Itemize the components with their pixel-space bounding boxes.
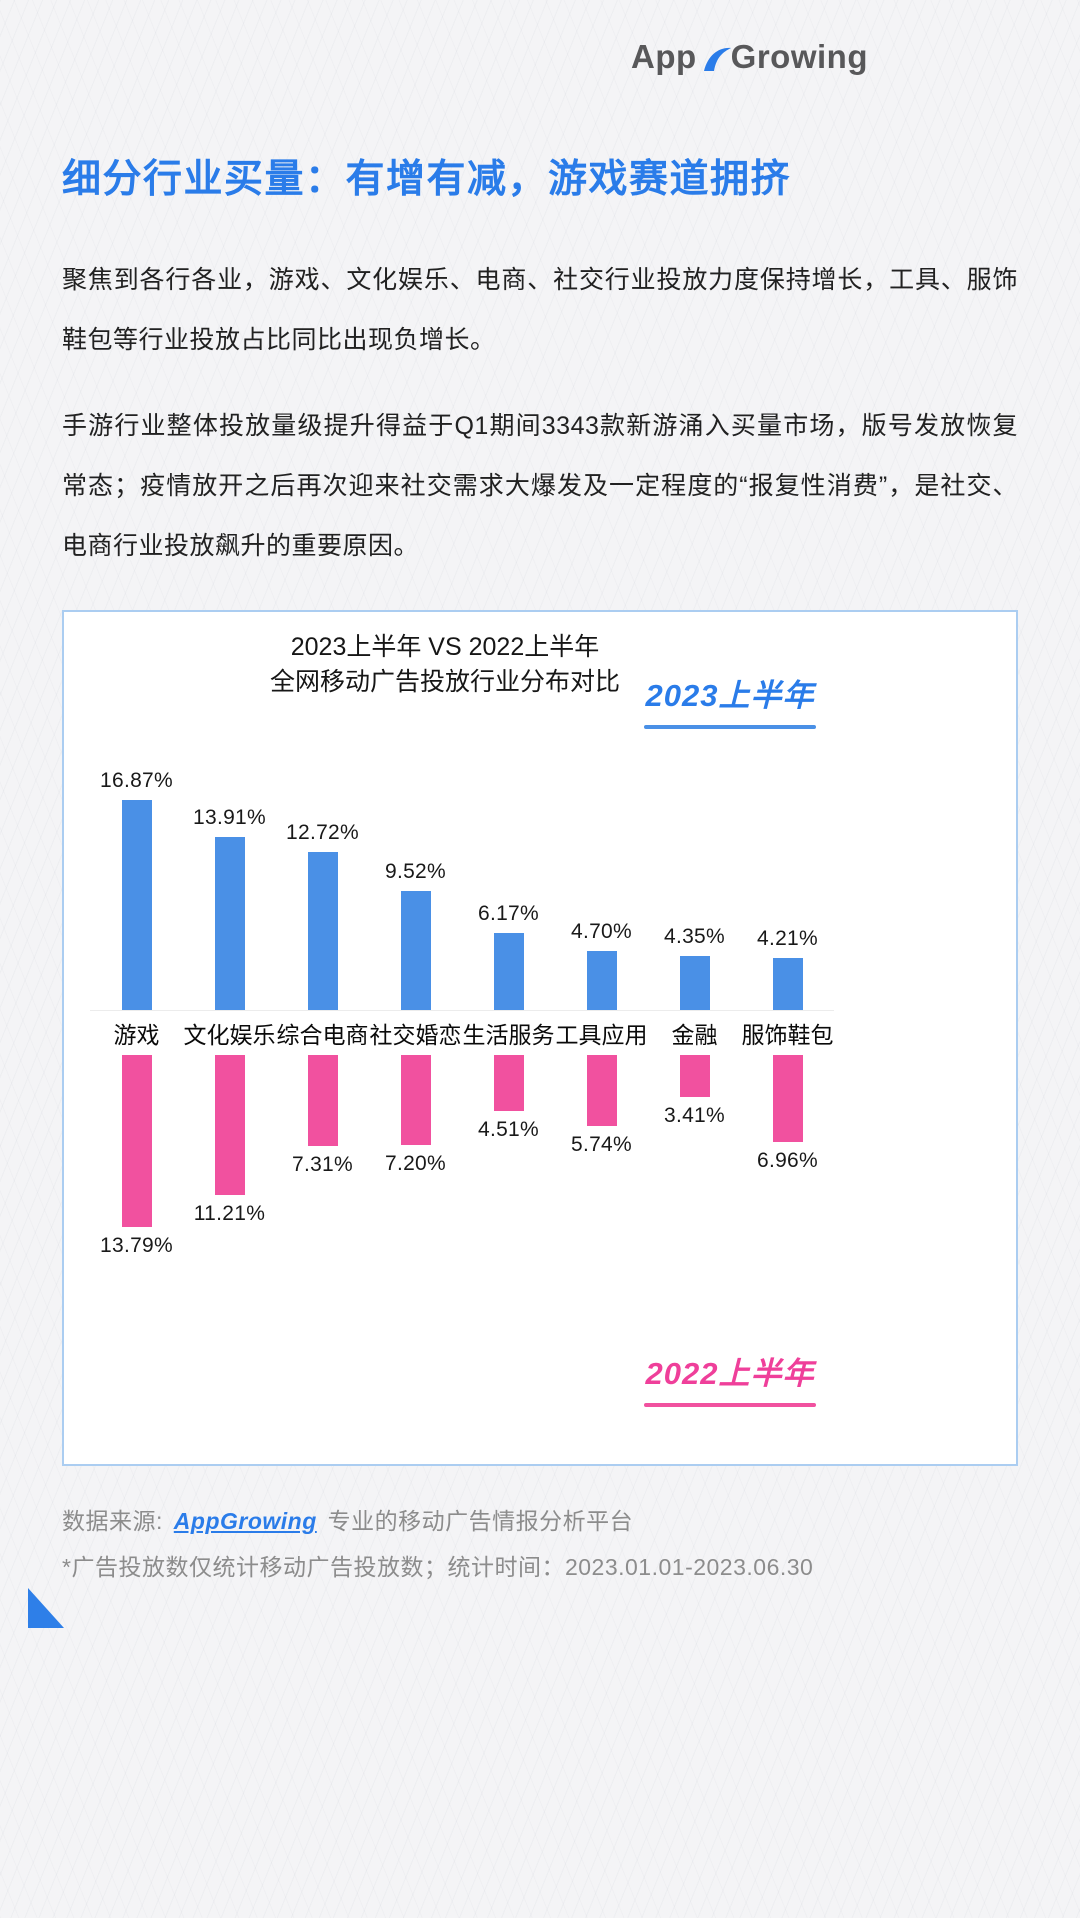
value-label-2022: 5.74% — [570, 1133, 633, 1156]
source-prefix: 数据来源: — [62, 1508, 163, 1534]
chart-title-line1: 2023上半年 VS 2022上半年 — [290, 633, 600, 661]
logo-text-app: App — [631, 38, 697, 75]
bars-2023-row: 16.87% 13.91% 12.72% 9.52% 6.17% 4.70% 4.35% 4.… — [90, 758, 834, 1010]
category-label: 综合电商 — [276, 1022, 369, 1048]
category-label: 工具应用 — [555, 1022, 648, 1048]
category-label: 社交婚恋 — [369, 1022, 462, 1048]
bar-2022 — [121, 1055, 152, 1227]
paragraph-1: 聚焦到各行各业，游戏、文化娱乐、电商、社交行业投放力度保持增长，工具、服饰鞋包等… — [62, 266, 1018, 354]
chart-column-category: 综合电商 — [276, 1011, 369, 1055]
chart-column-category: 游戏 — [90, 1011, 183, 1055]
value-label-2023: 12.72% — [285, 821, 360, 844]
chart-column-top: 16.87% — [90, 758, 183, 1010]
legend-2023-label: 2023上半年 — [645, 678, 815, 713]
chart-column-category: 生活服务 — [462, 1011, 555, 1055]
page-title: 细分行业买量：有增有减，游戏赛道拥挤 — [62, 158, 792, 201]
legend-2022: 2022上半年 — [644, 1348, 816, 1407]
legend-2022-underline — [644, 1403, 816, 1407]
category-label: 生活服务 — [462, 1022, 555, 1048]
data-source-line: 数据来源: AppGrowing 专业的移动广告情报分析平台 — [62, 1502, 1018, 1536]
legend-2023: 2023上半年 — [644, 670, 816, 729]
category-label: 金融 — [671, 1022, 718, 1048]
bar-2022 — [679, 1055, 710, 1097]
logo-text-growing: Growing — [730, 38, 868, 75]
value-label-2022: 13.79% — [99, 1234, 174, 1257]
bars-2022-row: 13.79% 11.21% 7.31% 7.20% 4.51% 5.74% 3.41% 6.9… — [90, 1055, 834, 1307]
value-label-2022: 7.31% — [291, 1153, 354, 1176]
value-label-2023: 13.91% — [192, 806, 267, 829]
value-label-2023: 6.17% — [477, 902, 540, 925]
bar-2023 — [214, 837, 245, 1010]
chart-column-top: 4.70% — [555, 758, 648, 1010]
value-label-2022: 7.20% — [384, 1152, 447, 1175]
bar-2022 — [586, 1055, 617, 1126]
bar-2022 — [493, 1055, 524, 1111]
corner-triangle-decoration — [28, 1588, 64, 1628]
bar-chart: 16.87% 13.91% 12.72% 9.52% 6.17% 4.70% 4.35% 4.… — [90, 758, 834, 1307]
footnote: *广告投放数仅统计移动广告投放数；统计时间：2023.01.01-2023.06… — [62, 1554, 814, 1580]
category-label: 服饰鞋包 — [741, 1022, 834, 1048]
appgrowing-link[interactable]: AppGrowing — [173, 1508, 317, 1534]
category-label: 文化娱乐 — [183, 1022, 276, 1048]
value-label-2023: 4.35% — [663, 925, 726, 948]
chart-column-bottom: 13.79% — [90, 1055, 183, 1307]
bar-2023 — [307, 852, 338, 1010]
bar-2022 — [307, 1055, 338, 1146]
appgrowing-logo: App Growing — [631, 38, 868, 76]
bar-2023 — [772, 958, 803, 1010]
chart-column-bottom: 11.21% — [183, 1055, 276, 1307]
legend-2022-label: 2022上半年 — [645, 1356, 815, 1391]
category-label: 游戏 — [113, 1022, 160, 1048]
value-label-2022: 6.96% — [756, 1149, 819, 1172]
chart-column-bottom: 7.31% — [276, 1055, 369, 1307]
bar-2022 — [214, 1055, 245, 1195]
bar-2022 — [772, 1055, 803, 1142]
source-suffix: 专业的移动广告情报分析平台 — [327, 1508, 634, 1534]
bar-2022 — [400, 1055, 431, 1145]
chart-column-top: 4.21% — [741, 758, 834, 1010]
chart-title-line2: 全网移动广告投放行业分布对比 — [269, 668, 620, 696]
value-label-2023: 9.52% — [384, 860, 447, 883]
paragraph-2: 手游行业整体投放量级提升得益于Q1期间3343款新游涌入买量市场，版号发放恢复常… — [62, 412, 1018, 560]
chart-card: 2023上半年 VS 2022上半年 全网移动广告投放行业分布对比 2023上半… — [62, 610, 1018, 1466]
value-label-2022: 4.51% — [477, 1118, 540, 1141]
chart-column-bottom: 4.51% — [462, 1055, 555, 1307]
bar-2023 — [121, 800, 152, 1010]
logo-bird-icon — [703, 47, 731, 71]
bar-2023 — [586, 951, 617, 1010]
chart-column-bottom: 6.96% — [741, 1055, 834, 1307]
legend-2023-underline — [644, 725, 816, 729]
chart-column-top: 6.17% — [462, 758, 555, 1010]
value-label-2023: 4.21% — [756, 927, 819, 950]
chart-column-bottom: 5.74% — [555, 1055, 648, 1307]
chart-column-category: 服饰鞋包 — [741, 1011, 834, 1055]
bar-2023 — [679, 956, 710, 1010]
chart-column-top: 12.72% — [276, 758, 369, 1010]
value-label-2023: 4.70% — [570, 920, 633, 943]
chart-column-category: 金融 — [648, 1011, 741, 1055]
chart-column-bottom: 7.20% — [369, 1055, 462, 1307]
bar-2023 — [400, 891, 431, 1010]
bar-2023 — [493, 933, 524, 1010]
footer: 数据来源: AppGrowing 专业的移动广告情报分析平台 *广告投放数仅统计… — [62, 1502, 1018, 1582]
chart-title: 2023上半年 VS 2022上半年 全网移动广告投放行业分布对比 — [64, 630, 826, 700]
chart-column-bottom: 3.41% — [648, 1055, 741, 1307]
value-label-2023: 16.87% — [99, 769, 174, 792]
chart-column-top: 13.91% — [183, 758, 276, 1010]
value-label-2022: 11.21% — [193, 1202, 266, 1225]
chart-column-category: 工具应用 — [555, 1011, 648, 1055]
value-label-2022: 3.41% — [663, 1104, 726, 1127]
chart-column-top: 9.52% — [369, 758, 462, 1010]
chart-column-category: 文化娱乐 — [183, 1011, 276, 1055]
chart-column-top: 4.35% — [648, 758, 741, 1010]
category-labels-row: 游戏 文化娱乐 综合电商 社交婚恋 生活服务 工具应用 金融 服饰鞋包 — [90, 1010, 834, 1055]
chart-column-category: 社交婚恋 — [369, 1011, 462, 1055]
